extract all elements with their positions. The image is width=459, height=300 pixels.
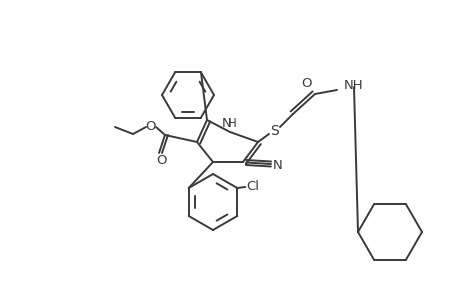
Text: O: O (157, 154, 167, 166)
Text: H: H (227, 116, 236, 130)
Text: O: O (301, 76, 312, 89)
Text: Cl: Cl (246, 179, 259, 193)
Text: NH: NH (343, 79, 363, 92)
Text: N: N (273, 158, 282, 172)
Text: N: N (222, 116, 231, 130)
Text: S: S (270, 124, 279, 138)
Text: O: O (146, 119, 156, 133)
